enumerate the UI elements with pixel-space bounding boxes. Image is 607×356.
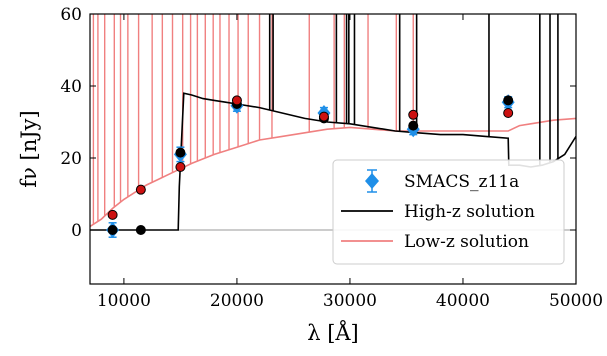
- x-axis-label: λ [Å]: [307, 320, 359, 345]
- model-point-low-z: [503, 108, 514, 118]
- legend-label-smacs: SMACS_z11a: [404, 172, 519, 192]
- y-tick-label: 60: [60, 5, 82, 25]
- legend-box: [332, 159, 565, 265]
- legend-label-highz: High-z solution: [404, 202, 535, 222]
- x-tick-label: 40000: [436, 291, 490, 311]
- model-point-high-z: [107, 225, 118, 235]
- y-tick-label: 0: [71, 221, 82, 241]
- y-tick-label: 40: [60, 77, 82, 97]
- plot-area: [90, 14, 576, 238]
- model-point-low-z: [135, 184, 146, 195]
- x-tick-label: 30000: [323, 291, 377, 311]
- y-tick-label: 20: [60, 149, 82, 169]
- model-point-high-z: [135, 225, 146, 235]
- y-axis-label: fν [nJy]: [17, 110, 41, 187]
- model-point-high-z: [175, 147, 186, 158]
- model-point-low-z: [408, 109, 419, 120]
- plot-frame: [89, 13, 577, 285]
- model-point-high-z: [503, 95, 514, 106]
- x-tick-label: 10000: [97, 291, 151, 311]
- model-point-low-z: [231, 95, 242, 106]
- model-point-low-z: [107, 209, 118, 220]
- model-point-low-z: [175, 162, 186, 172]
- x-tick-label: 50000: [549, 291, 603, 311]
- legend: SMACS_z11a High-z solution Low-z solutio…: [332, 159, 565, 265]
- model-point-high-z: [408, 120, 419, 131]
- legend-label-lowz: Low-z solution: [404, 232, 529, 252]
- axes: 10000 20000 30000 40000 50000 0 20 40 60: [60, 5, 603, 311]
- legend-marker-smacs: [365, 169, 379, 193]
- x-tick-label: 20000: [210, 291, 264, 311]
- model-point-low-z: [318, 111, 329, 122]
